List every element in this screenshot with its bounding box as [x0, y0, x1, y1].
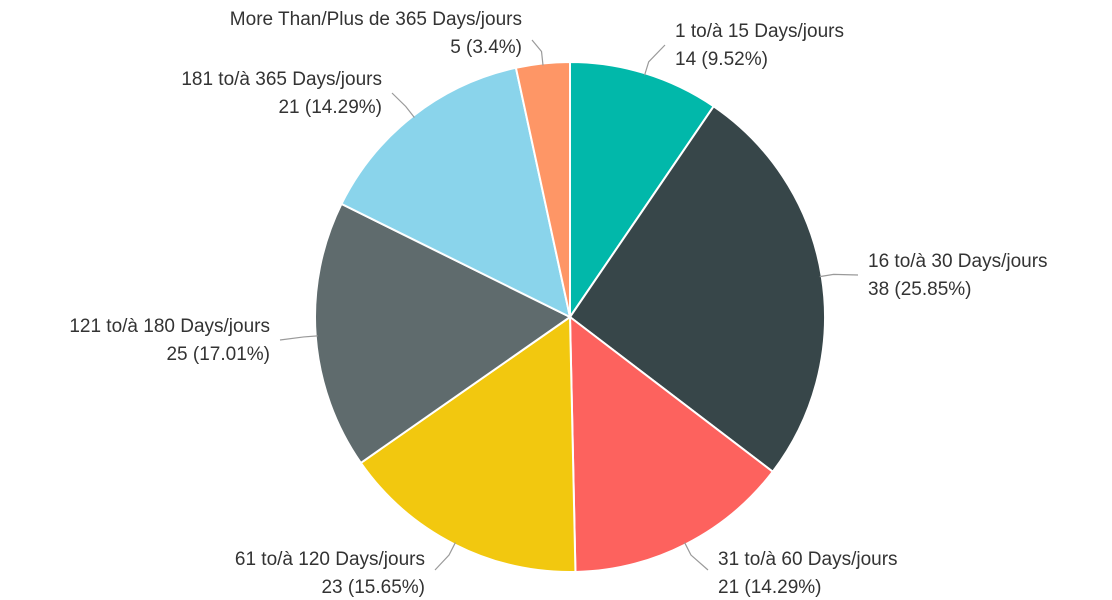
slice-value-label: 21 (14.29%) [718, 577, 822, 598]
slice-value-label: 5 (3.4%) [450, 37, 522, 58]
slice-label: 1 to/à 15 Days/jours [675, 21, 844, 42]
leader-line [434, 542, 456, 571]
leader-line [643, 44, 666, 76]
slice-value-label: 14 (9.52%) [675, 49, 768, 70]
slice-value-label: 21 (14.29%) [278, 97, 382, 118]
slice-label: More Than/Plus de 365 Days/jours [230, 9, 522, 30]
slice-value-label: 38 (25.85%) [868, 279, 972, 300]
leader-line [819, 273, 859, 278]
slice-value-label: 23 (15.65%) [321, 577, 425, 598]
slice-label: 121 to/à 180 Days/jours [69, 316, 270, 337]
slice-value-label: 25 (17.01%) [166, 344, 270, 365]
slice-label: 61 to/à 120 Days/jours [235, 549, 425, 570]
leader-line [531, 39, 544, 66]
slice-label: 181 to/à 365 Days/jours [181, 69, 382, 90]
slice-label: 31 to/à 60 Days/jours [718, 549, 898, 570]
leader-line [684, 542, 709, 571]
slice-label: 16 to/à 30 Days/jours [868, 251, 1048, 272]
leader-line [391, 92, 415, 118]
leader-line [279, 335, 318, 341]
